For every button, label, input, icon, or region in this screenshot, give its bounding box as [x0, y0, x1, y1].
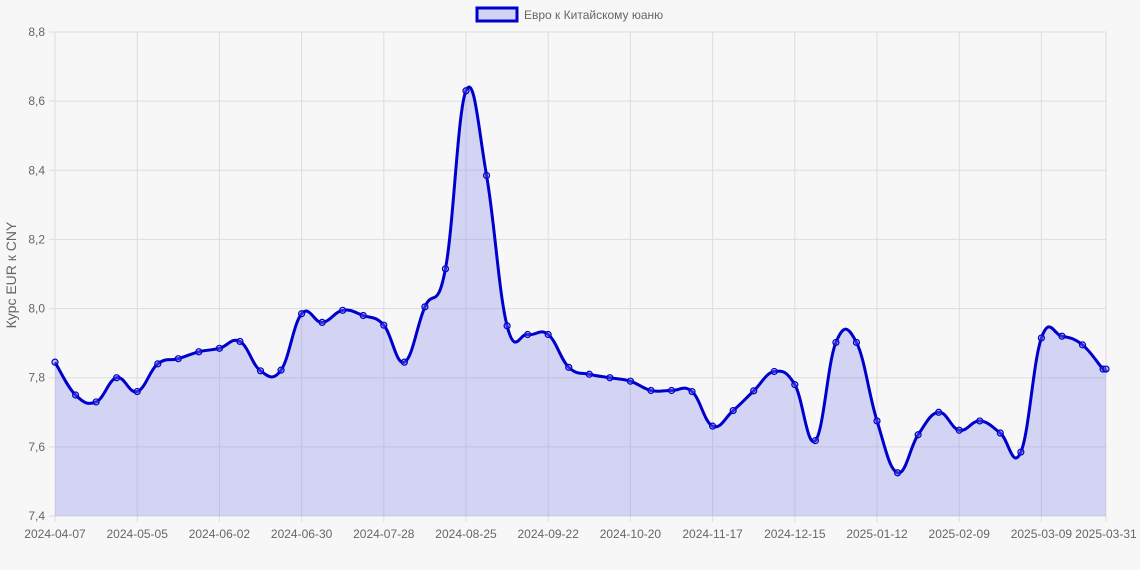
- x-tick-label: 2024-07-28: [353, 527, 415, 541]
- legend-label: Евро к Китайскому юаню: [524, 8, 663, 22]
- data-point[interactable]: [935, 408, 943, 416]
- x-axis-ticks: 2024-04-07 2024-05-05 2024-06-02 2024-06-30…: [24, 527, 1137, 541]
- x-tick-label: 2025-02-09: [929, 527, 991, 541]
- y-tick-label: 7,8: [28, 371, 45, 385]
- data-point[interactable]: [811, 437, 819, 445]
- y-tick-label: 7,6: [28, 440, 45, 454]
- data-point[interactable]: [606, 374, 614, 382]
- x-tick-label: 2024-04-07: [24, 527, 86, 541]
- grid: [49, 31, 1107, 522]
- data-point[interactable]: [318, 318, 326, 326]
- data-point[interactable]: [195, 348, 203, 356]
- data-point[interactable]: [462, 87, 470, 95]
- data-point[interactable]: [154, 360, 162, 368]
- data-point[interactable]: [400, 358, 408, 366]
- data-point[interactable]: [1037, 334, 1046, 342]
- x-tick-label: 2024-10-20: [600, 527, 662, 541]
- x-tick-label: 2024-11-17: [682, 527, 743, 541]
- data-point[interactable]: [832, 338, 840, 347]
- data-point[interactable]: [585, 370, 593, 378]
- data-point[interactable]: [873, 417, 881, 425]
- data-point[interactable]: [92, 398, 100, 406]
- data-point[interactable]: [421, 303, 429, 311]
- data-point[interactable]: [524, 330, 532, 339]
- data-point[interactable]: [688, 387, 696, 396]
- data-point[interactable]: [626, 377, 635, 385]
- y-tick-label: 8,6: [28, 94, 45, 108]
- data-point[interactable]: [113, 374, 121, 382]
- data-point[interactable]: [482, 171, 491, 180]
- x-tick-label: 2024-06-30: [271, 527, 333, 541]
- y-tick-label: 7,4: [28, 509, 45, 523]
- data-point[interactable]: [298, 310, 306, 318]
- data-point[interactable]: [709, 422, 717, 430]
- data-point[interactable]: [647, 386, 655, 395]
- series-points: [51, 87, 1110, 477]
- data-point[interactable]: [750, 387, 758, 395]
- y-tick-label: 8,4: [28, 163, 45, 177]
- data-point[interactable]: [277, 366, 285, 374]
- legend[interactable]: Евро к Китайскому юаню: [475, 6, 663, 23]
- data-point[interactable]: [976, 417, 984, 425]
- y-axis-ticks: 7,4 7,6 7,8 8,0 8,2 8,4 8,6 8,8: [28, 25, 45, 523]
- data-point[interactable]: [1102, 365, 1110, 373]
- data-point[interactable]: [71, 391, 80, 399]
- data-point[interactable]: [503, 322, 511, 330]
- y-tick-label: 8,8: [28, 25, 45, 39]
- data-point[interactable]: [1017, 448, 1025, 456]
- data-point[interactable]: [256, 367, 265, 375]
- data-point[interactable]: [1078, 341, 1087, 349]
- data-point[interactable]: [174, 355, 182, 363]
- data-point[interactable]: [852, 338, 861, 347]
- data-point[interactable]: [215, 344, 224, 352]
- legend-swatch: [475, 6, 519, 23]
- y-tick-label: 8,0: [28, 302, 45, 316]
- data-point[interactable]: [565, 363, 573, 371]
- x-tick-label: 2025-03-31: [1075, 527, 1137, 541]
- y-axis-title: Курс EUR к CNY: [3, 221, 19, 328]
- data-point[interactable]: [236, 337, 244, 346]
- data-point[interactable]: [770, 367, 778, 376]
- data-point[interactable]: [339, 306, 347, 314]
- x-tick-label: 2025-03-09: [1011, 527, 1073, 541]
- x-tick-label: 2024-06-02: [189, 527, 251, 541]
- data-point[interactable]: [893, 469, 902, 477]
- data-point[interactable]: [133, 387, 141, 396]
- data-point[interactable]: [51, 358, 59, 366]
- data-point[interactable]: [996, 429, 1004, 437]
- data-point[interactable]: [914, 431, 922, 439]
- series-area: [55, 87, 1107, 517]
- x-tick-label: 2024-05-05: [107, 527, 169, 541]
- data-point[interactable]: [441, 265, 450, 273]
- data-point[interactable]: [955, 426, 963, 434]
- y-tick-label: 8,2: [28, 232, 45, 246]
- data-point[interactable]: [791, 381, 799, 389]
- data-point[interactable]: [544, 330, 552, 339]
- series-area-fill: [55, 87, 1107, 517]
- x-tick-label: 2024-09-22: [518, 527, 580, 541]
- data-point[interactable]: [729, 406, 737, 415]
- data-point[interactable]: [667, 386, 676, 395]
- data-point[interactable]: [1058, 332, 1066, 340]
- x-tick-label: 2024-08-25: [435, 527, 497, 541]
- x-tick-label: 2025-01-12: [846, 527, 908, 541]
- data-point[interactable]: [380, 321, 388, 329]
- x-tick-label: 2024-12-15: [764, 527, 826, 541]
- data-point[interactable]: [359, 311, 367, 320]
